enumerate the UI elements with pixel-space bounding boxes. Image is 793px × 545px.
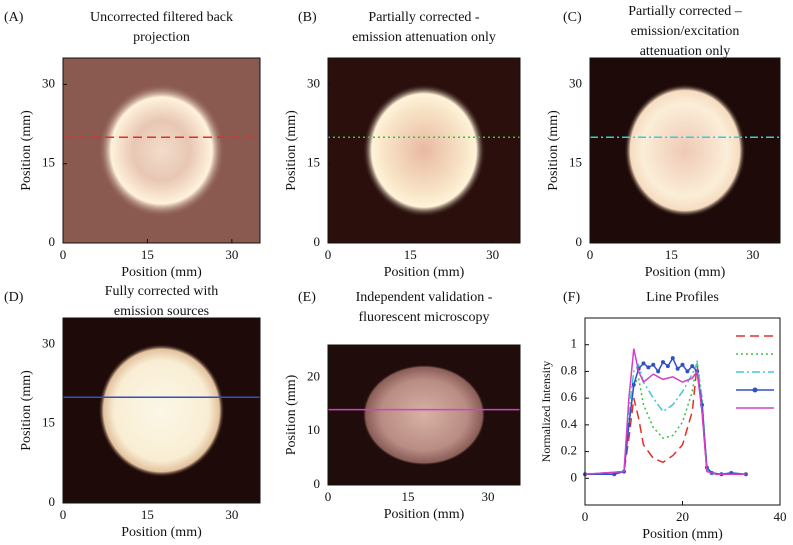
y-tick-label: 10 (307, 422, 320, 437)
x-tick-label: 30 (486, 247, 499, 262)
y-axis-label: Position (mm) (284, 374, 299, 455)
profile-marker (675, 366, 680, 371)
x-axis-label: Position (mm) (645, 265, 726, 280)
y-tick-label: 15 (42, 415, 55, 430)
y-tick-label: 15 (307, 155, 320, 170)
y-tick-label: 0.8 (561, 362, 577, 377)
panel-title: emission sources (114, 304, 209, 319)
x-tick-label: 0 (60, 247, 67, 262)
x-tick-label: 15 (141, 507, 154, 522)
y-tick-label: 30 (42, 335, 55, 350)
image-blob (362, 364, 486, 466)
panel-title: Partially corrected - (368, 10, 480, 25)
panel-title: projection (133, 30, 190, 45)
y-tick-label: 0.2 (561, 443, 577, 458)
y-tick-label: 15 (569, 155, 582, 170)
x-tick-label: 0 (582, 509, 589, 524)
profile-marker (646, 365, 651, 370)
axes-frame (62, 57, 261, 244)
y-axis-label: Position (mm) (546, 110, 561, 191)
image-blob (98, 343, 225, 478)
y-tick-label: 0 (49, 494, 56, 509)
axes-frame (327, 344, 521, 486)
y-tick-label: 0 (314, 476, 321, 491)
profile-marker (661, 360, 665, 365)
panel-label: (B) (298, 10, 317, 25)
profile-marker (641, 361, 646, 366)
x-axis-label: Position (mm) (384, 265, 465, 280)
y-axis-label: Position (mm) (19, 110, 34, 191)
y-tick-label: 0 (576, 234, 583, 249)
panel-title: Uncorrected filtered back (90, 10, 233, 25)
y-axis-label: Position (mm) (284, 110, 299, 191)
y-tick-label: 0 (314, 234, 321, 249)
y-tick-label: 0.4 (561, 416, 578, 431)
x-tick-label: 30 (482, 489, 495, 504)
axes-frame (327, 57, 521, 244)
panel-title: fluorescent microscopy (358, 310, 489, 325)
plot-background (585, 318, 780, 505)
profile-marker (680, 362, 685, 367)
image-blob (362, 83, 486, 218)
panel-title: Fully corrected with (105, 284, 219, 299)
profile-marker (656, 369, 661, 374)
x-tick-label: 30 (746, 247, 759, 262)
x-tick-label: 15 (665, 247, 678, 262)
profile-curve (584, 348, 746, 476)
x-tick-label: 30 (225, 247, 238, 262)
y-axis-label: Position (mm) (19, 370, 34, 451)
profile-marker (612, 472, 617, 477)
panel-label: (A) (4, 10, 24, 25)
panel-title: Independent validation - (356, 290, 493, 305)
x-tick-label: 15 (402, 489, 415, 504)
panel-label: (F) (563, 290, 580, 305)
y-tick-label: 0 (49, 234, 56, 249)
legend-marker (752, 387, 758, 393)
y-tick-label: 0 (571, 469, 578, 484)
image-blob (98, 83, 225, 218)
y-tick-label: 20 (307, 368, 320, 383)
x-axis-label: Position (mm) (121, 265, 202, 280)
x-tick-label: 15 (404, 247, 417, 262)
panel-title: emission attenuation only (352, 30, 496, 45)
x-axis-label: Position (mm) (642, 527, 723, 542)
axes-frame (589, 57, 781, 244)
x-tick-label: 15 (141, 247, 154, 262)
x-axis-label: Position (mm) (121, 525, 202, 540)
panel-label: (E) (298, 290, 316, 305)
x-axis-label: Position (mm) (384, 507, 465, 522)
profile-marker (685, 369, 690, 374)
panel-title: Partially corrected – (628, 4, 743, 19)
panel-label: (D) (4, 290, 24, 305)
y-tick-label: 30 (42, 75, 55, 90)
y-tick-label: 30 (307, 75, 320, 90)
x-tick-label: 30 (225, 507, 238, 522)
image-blob (624, 83, 746, 218)
y-tick-label: 1 (571, 336, 578, 351)
y-tick-label: 30 (569, 75, 582, 90)
x-tick-label: 0 (325, 489, 332, 504)
profile-marker (690, 364, 695, 369)
panel-title: attenuation only (640, 44, 731, 59)
x-tick-label: 20 (676, 509, 689, 524)
profile-marker (631, 382, 636, 387)
axes-frame (62, 317, 261, 504)
x-tick-label: 0 (587, 247, 594, 262)
profile-marker (651, 362, 656, 367)
y-tick-label: 15 (42, 155, 55, 170)
x-tick-label: 40 (774, 509, 787, 524)
panel-title: emission/excitation (631, 24, 740, 39)
panel-title: Line Profiles (646, 290, 719, 305)
x-tick-label: 0 (60, 507, 67, 522)
profile-marker (665, 364, 670, 369)
y-tick-label: 0.6 (561, 389, 578, 404)
panel-label: (C) (563, 10, 582, 25)
profile-marker (670, 356, 675, 361)
x-tick-label: 0 (325, 247, 332, 262)
y-axis-label: Normalized Intensity (539, 361, 553, 463)
